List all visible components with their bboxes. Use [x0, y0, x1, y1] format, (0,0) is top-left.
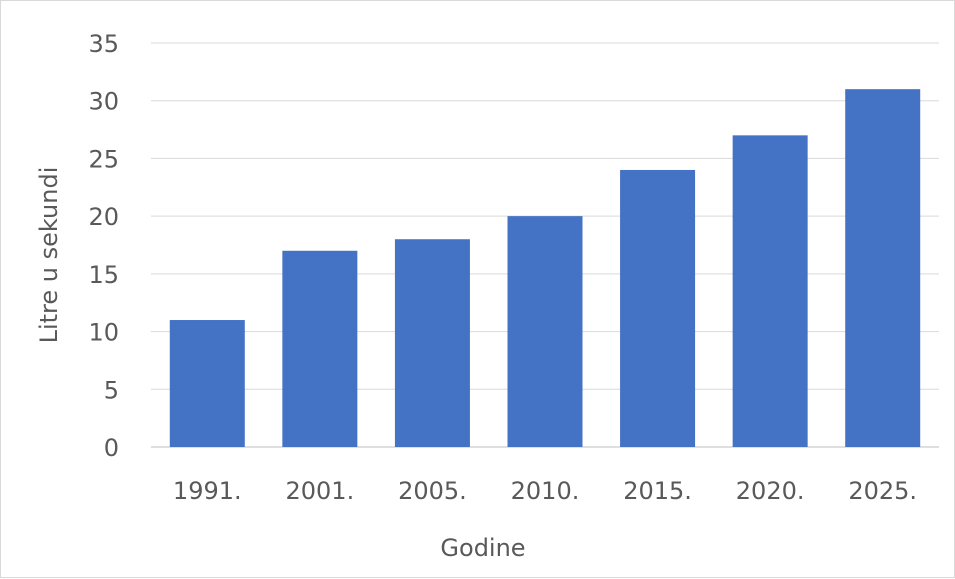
- y-tick-label: 15: [88, 261, 119, 289]
- y-axis-title: Litre u sekundi: [35, 167, 63, 344]
- x-axis-tick-labels: 1991. 2001. 2005. 2010. 2015. 2020. 2025.: [173, 477, 917, 505]
- bar: [282, 250, 358, 447]
- x-tick-label: 1991.: [173, 477, 242, 505]
- y-tick-label: 25: [88, 145, 119, 173]
- x-tick-label: 2020.: [736, 477, 805, 505]
- x-tick-label: 2025.: [848, 477, 917, 505]
- x-tick-label: 2001.: [285, 477, 354, 505]
- y-axis-tick-labels: 0 5 10 15 20 25 30 35: [88, 30, 119, 462]
- x-tick-label: 2005.: [398, 477, 467, 505]
- y-tick-label: 35: [88, 30, 119, 58]
- x-tick-label: 2015.: [623, 477, 692, 505]
- bar: [169, 320, 245, 447]
- bar: [732, 135, 808, 448]
- x-tick-label: 2010.: [511, 477, 580, 505]
- y-tick-label: 0: [104, 434, 119, 462]
- y-tick-label: 10: [88, 319, 119, 347]
- bar: [845, 89, 921, 448]
- y-tick-label: 5: [104, 376, 119, 404]
- y-tick-label: 20: [88, 203, 119, 231]
- y-tick-label: 30: [88, 88, 119, 116]
- bar: [507, 216, 583, 447]
- bar: [394, 239, 470, 447]
- bar: [620, 169, 696, 447]
- bars: [169, 89, 921, 448]
- x-axis-title: Godine: [440, 534, 525, 562]
